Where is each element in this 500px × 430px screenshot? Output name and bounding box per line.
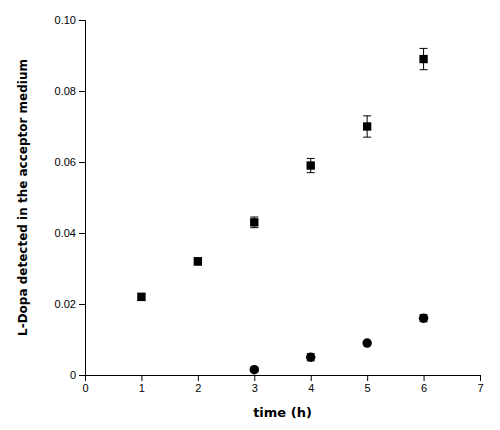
x-tick: 4 xyxy=(308,375,314,394)
y-tick: 0.04 xyxy=(55,227,85,239)
x-tick: 7 xyxy=(477,375,483,394)
error-bar xyxy=(194,258,202,265)
point xyxy=(362,338,371,347)
y-tick-mark xyxy=(79,304,85,305)
x-tick-mark xyxy=(254,375,255,381)
error-bar xyxy=(420,48,428,69)
y-axis-line xyxy=(79,21,86,376)
x-tick-mark xyxy=(367,375,368,381)
x-tick-mark xyxy=(198,375,199,381)
x-axis-line xyxy=(86,376,481,382)
x-axis: 0 1 2 3 4 5 6 7 xyxy=(82,375,483,394)
x-tick-label: 7 xyxy=(477,382,483,394)
x-tick-label: 1 xyxy=(139,382,145,394)
point xyxy=(194,257,202,265)
chart: 0 1 2 3 4 5 6 7 0 0.02 0.04 0.06 0.08 0.10 time (h) L-D… xyxy=(0,0,500,430)
y-tick-label: 0.06 xyxy=(55,156,76,168)
x-tick: 6 xyxy=(421,375,427,394)
x-tick-label: 2 xyxy=(195,382,201,394)
y-tick: 0.02 xyxy=(55,298,85,310)
x-tick: 2 xyxy=(195,375,201,394)
series xyxy=(250,313,429,374)
error-bar xyxy=(137,293,145,300)
y-tick-mark xyxy=(79,20,85,21)
x-tick-label: 5 xyxy=(365,382,371,394)
point xyxy=(419,313,428,322)
point xyxy=(363,122,371,130)
y-tick-label: 0.10 xyxy=(55,14,76,26)
x-tick-mark xyxy=(311,375,312,381)
point xyxy=(250,218,258,226)
x-tick-label: 6 xyxy=(421,382,427,394)
y-tick-mark xyxy=(79,233,85,234)
y-tick: 0 xyxy=(70,369,85,381)
y-tick-label: 0.04 xyxy=(55,227,76,239)
y-tick: 0.06 xyxy=(55,156,85,168)
x-tick-label: 3 xyxy=(252,382,258,394)
y-tick-mark xyxy=(79,162,85,163)
y-tick-label: 0.08 xyxy=(55,85,76,97)
y-axis-title: L-Dopa detected in the acceptor medium xyxy=(16,59,30,336)
y-axis: 0 0.02 0.04 0.06 0.08 0.10 xyxy=(55,14,86,381)
x-tick: 3 xyxy=(252,375,258,394)
x-axis-title: time (h) xyxy=(253,405,312,420)
point xyxy=(137,293,145,301)
marks xyxy=(137,48,428,374)
y-tick-mark xyxy=(79,91,85,92)
x-tick: 0 xyxy=(82,375,88,394)
y-tick-mark xyxy=(79,375,85,376)
y-tick-label: 0 xyxy=(70,369,76,381)
x-tick: 1 xyxy=(139,375,145,394)
y-tick: 0.08 xyxy=(55,85,85,97)
x-tick-mark xyxy=(424,375,425,381)
series xyxy=(137,48,428,301)
y-tick: 0.10 xyxy=(55,14,85,26)
x-tick-mark xyxy=(480,375,481,381)
error-bar xyxy=(250,217,258,228)
point xyxy=(419,55,427,63)
point xyxy=(307,161,315,169)
y-tick-label: 0.02 xyxy=(55,298,76,310)
plot: 0 1 2 3 4 5 6 7 0 0.02 0.04 0.06 0.08 0.10 time (h) L-D… xyxy=(16,14,484,420)
error-bar xyxy=(363,116,371,137)
x-tick-label: 0 xyxy=(82,382,88,394)
point xyxy=(250,365,259,374)
point xyxy=(306,353,315,362)
x-tick-mark xyxy=(141,375,142,381)
error-bar xyxy=(307,158,315,172)
x-tick-label: 4 xyxy=(308,382,314,394)
x-tick: 5 xyxy=(365,375,371,394)
